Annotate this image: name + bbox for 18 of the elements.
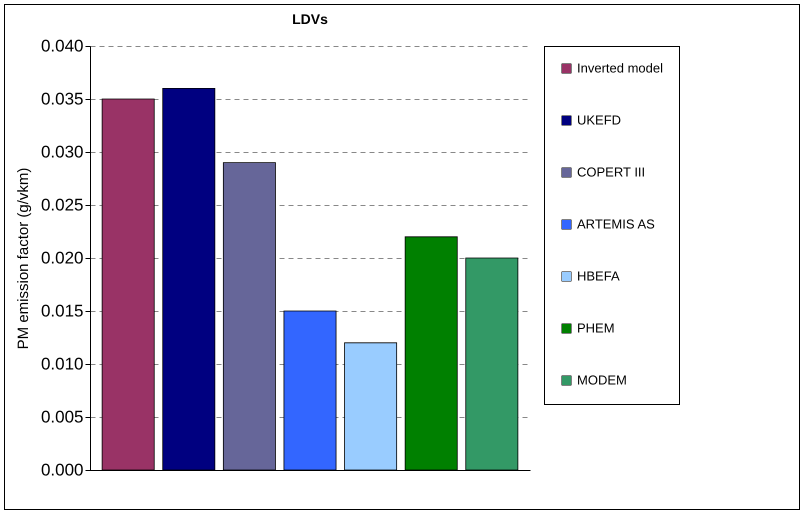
legend-label: PHEM [577, 320, 615, 336]
y-tick-label: 0.020 [40, 248, 84, 268]
legend-label: UKEFD [577, 112, 622, 128]
legend-label: MODEM [577, 372, 627, 388]
chart-title: LDVs [292, 11, 328, 27]
legend-label: COPERT III [577, 164, 646, 180]
y-tick-label: 0.015 [40, 302, 84, 320]
legend-label: Inverted model [577, 60, 664, 76]
legend-label: HBEFA [577, 268, 620, 284]
y-tick-label: 0.030 [40, 142, 84, 162]
y-tick-label: 0.025 [40, 196, 84, 214]
y-tick-label: 0.010 [40, 354, 84, 374]
y-tick-label: 0.035 [40, 90, 84, 108]
y-tick-label: 0.005 [40, 408, 84, 426]
legend-label: ARTEMIS AS [577, 216, 656, 232]
y-tick-label: 0.000 [40, 460, 84, 480]
y-tick-label: 0.040 [40, 36, 84, 56]
y-axis-title: PM emission factor (g/vkm) [14, 168, 32, 350]
